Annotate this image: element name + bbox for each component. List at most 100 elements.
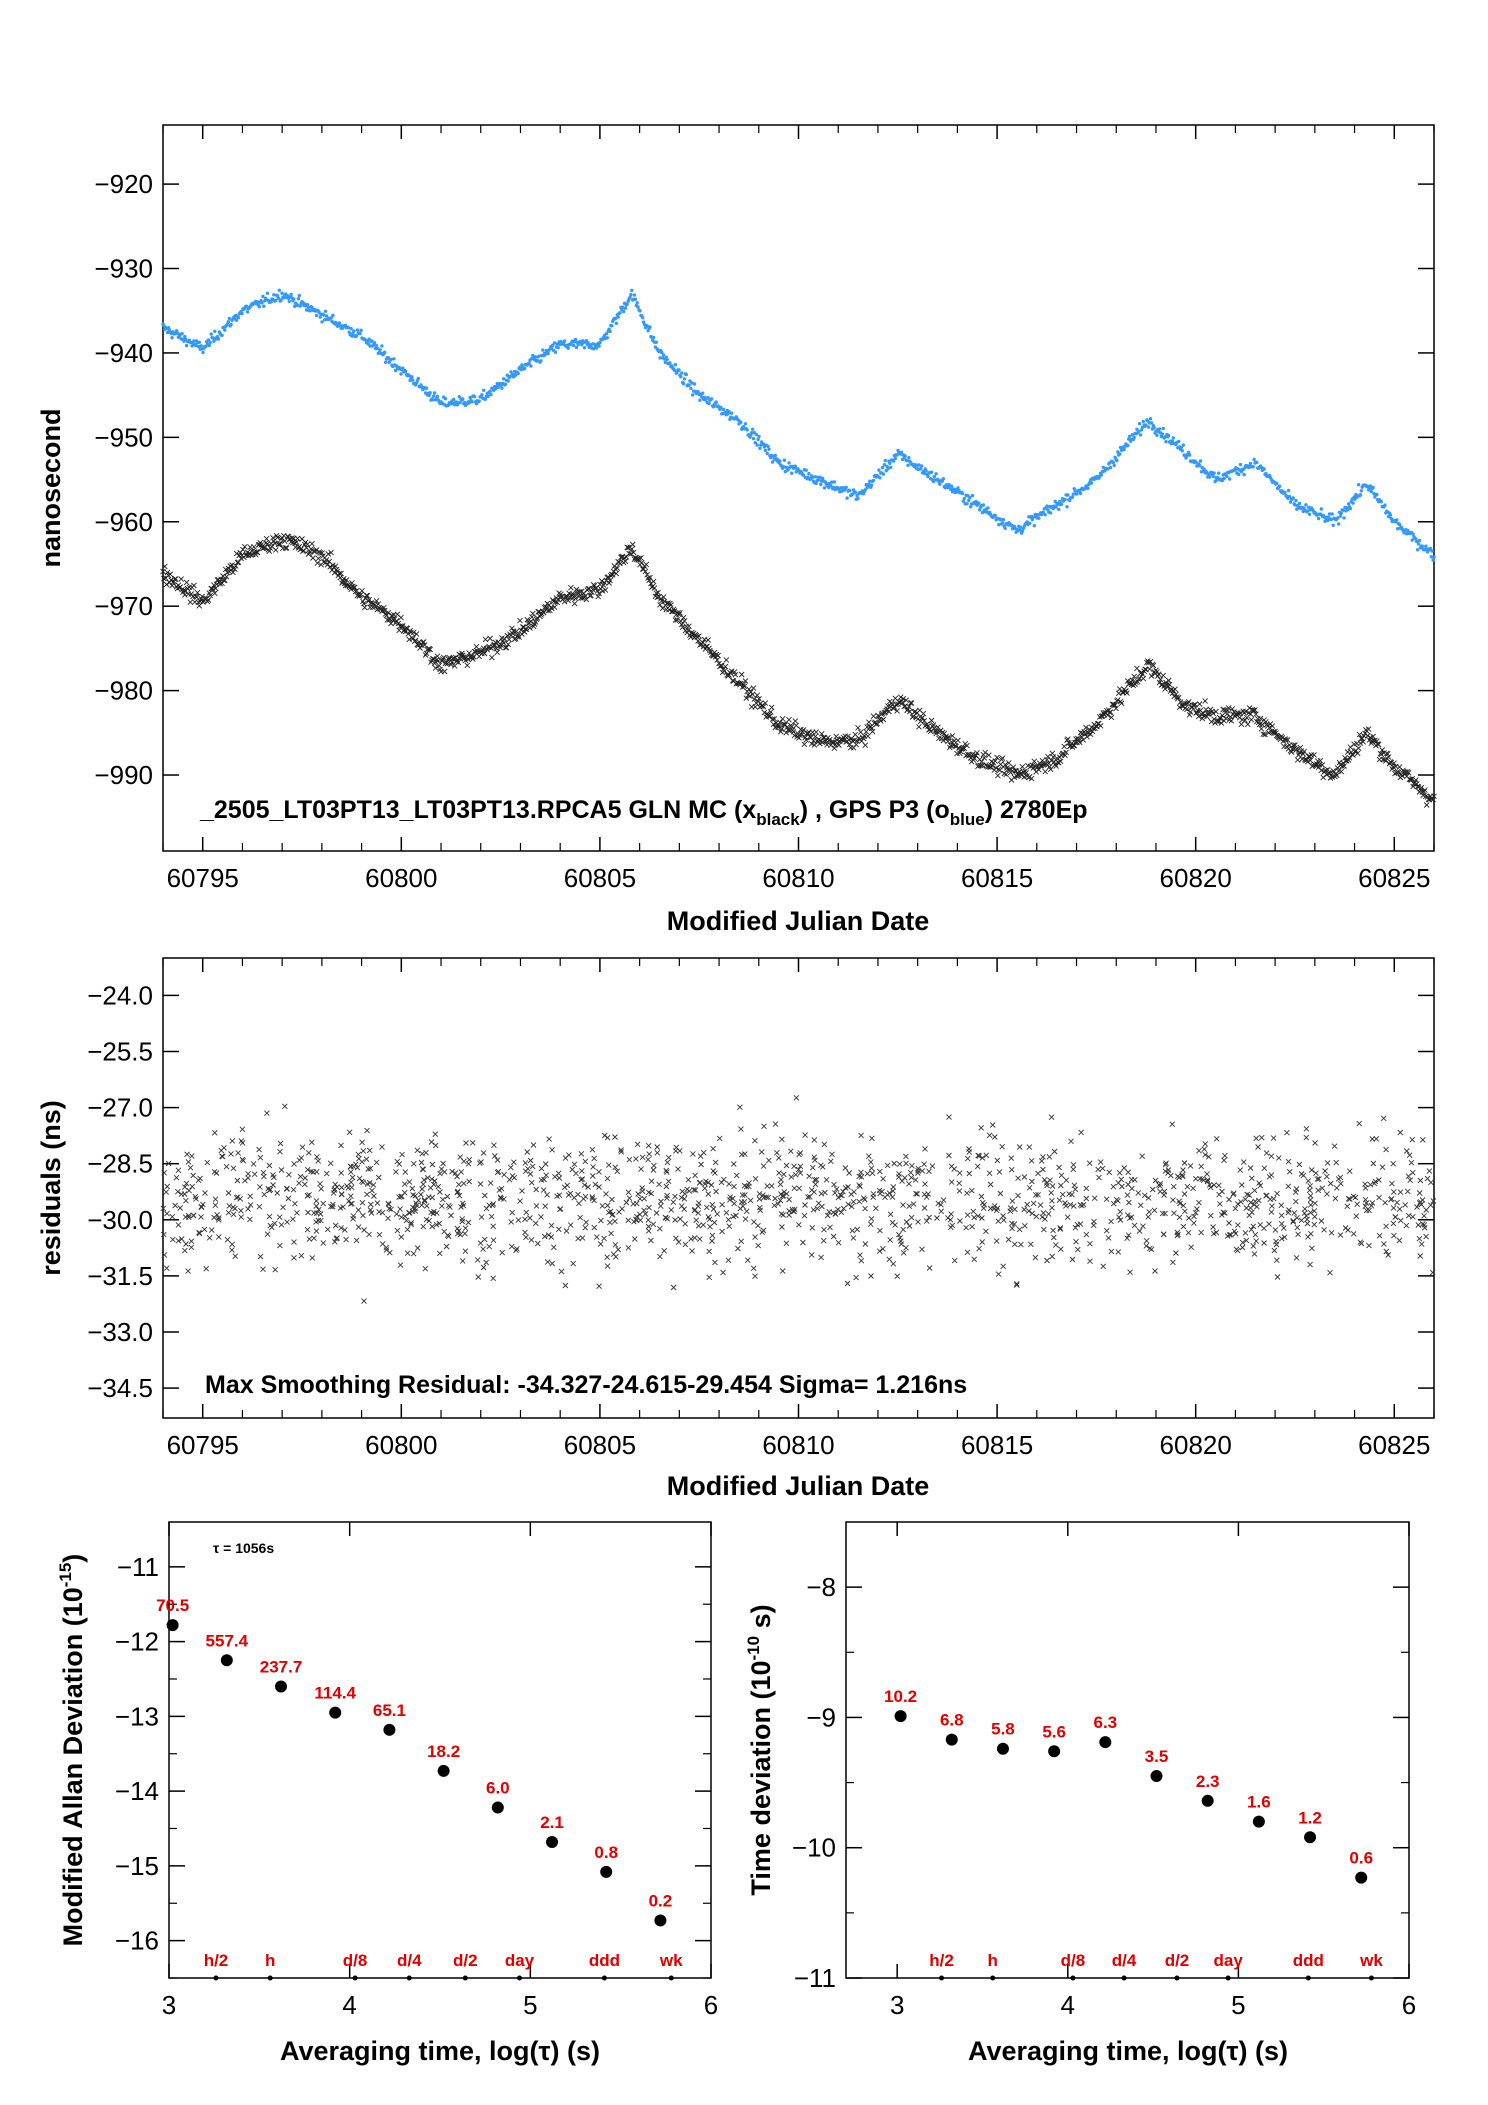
- residual-point: [851, 1189, 857, 1195]
- residual-point: [808, 1252, 815, 1258]
- residual-point: [783, 1240, 790, 1247]
- residual-point: [410, 1160, 417, 1167]
- gln-mc-point: [749, 691, 756, 698]
- residual-point: [1048, 1189, 1055, 1196]
- residual-point: [633, 1156, 639, 1162]
- gps-p3-point: [814, 481, 818, 486]
- residual-point: [735, 1245, 741, 1252]
- gps-p3-point: [1417, 538, 1422, 543]
- gps-p3-point: [1383, 503, 1387, 507]
- residual-point: [1181, 1160, 1188, 1166]
- residual-point: [404, 1226, 411, 1233]
- gps-p3-point: [781, 465, 786, 469]
- residual-point: [1191, 1213, 1197, 1220]
- gln-mc-point: [399, 623, 406, 629]
- residual-point: [1201, 1146, 1208, 1153]
- gps-p3-point: [882, 463, 887, 467]
- gps-p3-point: [614, 321, 618, 325]
- residual-point: [458, 1204, 464, 1210]
- residual-point: [597, 1241, 604, 1247]
- gln-mc-point: [605, 574, 612, 580]
- residual-point: [809, 1164, 816, 1171]
- residual-point: [1035, 1170, 1041, 1177]
- residual-point: [1110, 1183, 1117, 1190]
- gps-p3-point: [1112, 463, 1116, 468]
- gln-mc-point: [1392, 770, 1398, 777]
- residual-point: [161, 1252, 168, 1258]
- gln-mc-point: [254, 549, 261, 556]
- residual-point: [1362, 1185, 1369, 1191]
- residual-point: [854, 1226, 861, 1233]
- gps-p3-point: [807, 471, 811, 476]
- gps-p3-point: [1180, 449, 1185, 453]
- gps-p3-point: [280, 291, 284, 295]
- gps-p3-point: [322, 313, 326, 317]
- residual-point: [897, 1235, 903, 1241]
- gln-mc-point: [1035, 766, 1042, 773]
- gps-p3-point: [1415, 548, 1420, 552]
- gln-mc-point: [1357, 740, 1364, 747]
- gps-p3-point: [691, 393, 695, 397]
- gln-mc-point: [1324, 766, 1331, 773]
- residual-point: [393, 1169, 399, 1175]
- residual-point: [398, 1234, 405, 1240]
- residual-point: [1113, 1196, 1120, 1203]
- residual-point: [869, 1170, 876, 1177]
- gps-p3-point: [197, 340, 201, 344]
- mdev-point: [275, 1680, 288, 1693]
- gps-p3-point: [848, 489, 852, 493]
- residual-point: [1143, 1243, 1150, 1249]
- gln-mc-point: [1192, 701, 1198, 708]
- gln-mc-point: [395, 620, 402, 627]
- residual-point: [349, 1174, 356, 1181]
- gps-p3-point: [354, 334, 359, 338]
- residual-point: [779, 1268, 786, 1274]
- residual-point: [996, 1169, 1003, 1175]
- residual-point: [208, 1227, 215, 1233]
- residual-point: [1221, 1157, 1227, 1164]
- gln-mc-point: [811, 742, 818, 748]
- gln-mc-point: [328, 549, 334, 556]
- gln-mc-point: [233, 550, 240, 557]
- residual-point: [603, 1191, 609, 1197]
- gps-p3-point: [443, 397, 448, 401]
- gps-p3-point: [978, 508, 982, 512]
- residual-point: [915, 1219, 921, 1225]
- residual-point: [523, 1209, 530, 1216]
- residual-point: [188, 1238, 195, 1245]
- residual-point: [538, 1165, 545, 1172]
- gps-p3-point: [719, 405, 723, 410]
- gps-p3-point: [1375, 492, 1379, 497]
- gps-p3-point: [1346, 502, 1351, 506]
- residual-point: [610, 1251, 617, 1258]
- residual-point: [1409, 1213, 1416, 1220]
- gln-mc-point: [503, 644, 510, 651]
- residual-point: [480, 1246, 486, 1252]
- gps-p3-point: [886, 467, 890, 471]
- gln-mc-point: [353, 588, 360, 594]
- residual-point: [169, 1236, 176, 1243]
- gln-mc-point: [676, 611, 682, 618]
- gln-mc-point: [261, 544, 268, 551]
- gps-p3-point: [1056, 502, 1060, 506]
- residual-point: [1255, 1144, 1261, 1150]
- residual-point: [743, 1208, 750, 1215]
- residual-point: [709, 1201, 716, 1208]
- gln-mc-point: [407, 627, 413, 634]
- gps-p3-point: [347, 330, 351, 334]
- residual-point: [428, 1139, 435, 1145]
- gps-p3-point: [503, 382, 508, 386]
- residual-point: [987, 1181, 994, 1188]
- gln-mc-point: [1219, 712, 1226, 719]
- residual-point: [1062, 1200, 1068, 1206]
- residual-point: [1388, 1196, 1394, 1203]
- residual-point: [291, 1254, 297, 1261]
- residual-point: [1037, 1202, 1044, 1208]
- residual-point: [466, 1178, 473, 1185]
- residual-point: [946, 1114, 952, 1120]
- residual-point: [596, 1184, 602, 1190]
- gln-mc-point: [1370, 733, 1376, 740]
- residual-point: [429, 1176, 435, 1182]
- gps-p3-point: [692, 382, 697, 386]
- gps-p3-point: [537, 354, 541, 358]
